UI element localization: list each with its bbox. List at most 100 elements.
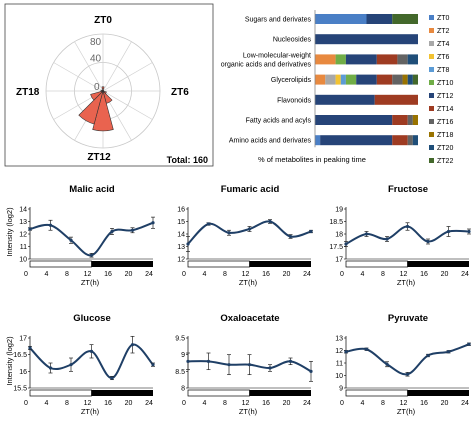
legend-entry: ZT18	[437, 132, 453, 139]
x-tick-label: 4	[203, 400, 207, 407]
data-point	[110, 376, 113, 379]
polar-spoke	[103, 91, 152, 120]
stacked-segment	[375, 95, 418, 105]
y-tick-label: 11	[336, 361, 343, 368]
stacked-segment	[356, 75, 377, 85]
legend-swatch	[429, 132, 434, 137]
x-tick-label: 24	[461, 271, 469, 278]
dark-phase-bar	[92, 390, 154, 396]
legend-swatch	[429, 158, 434, 163]
stacked-segment	[392, 14, 418, 24]
y-tick-label: 16	[177, 207, 185, 214]
data-point	[227, 231, 230, 234]
legend-entry: ZT2	[437, 28, 450, 35]
legend-entry: ZT16	[437, 119, 453, 126]
y-tick-label: 8	[181, 386, 185, 393]
stacked-segment	[392, 115, 407, 125]
legend-entry: ZT10	[437, 80, 453, 87]
x-tick-label: 16	[262, 400, 270, 407]
data-point	[268, 366, 271, 369]
chart-title: Malic acid	[69, 184, 115, 195]
x-tick-label: 12	[400, 271, 408, 278]
stacked-segment	[397, 54, 407, 64]
legend-swatch	[429, 41, 434, 46]
chart-title: Fructose	[388, 184, 428, 195]
category-label: Sugars and derivates	[245, 17, 312, 24]
category-label: Fatty acids and acyls	[246, 118, 312, 125]
y-axis-label: Intensity (log2)	[5, 207, 14, 257]
legend-swatch	[429, 15, 434, 20]
series-line	[30, 223, 153, 256]
stacked-segment	[315, 115, 392, 125]
y-axis-label: Intensity (log2)	[5, 336, 14, 386]
y-tick-label: 19	[335, 207, 343, 214]
dark-phase-bar	[92, 261, 154, 267]
dark-phase-bar	[408, 261, 470, 267]
light-phase-bar	[30, 261, 92, 267]
legend-entry: ZT14	[437, 106, 453, 113]
data-point	[131, 343, 134, 346]
dark-phase-bar	[250, 261, 312, 267]
series-line	[346, 344, 469, 374]
data-point	[28, 346, 31, 349]
x-tick-label: 0	[182, 271, 186, 278]
y-tick-label: 13	[19, 219, 27, 226]
data-point	[207, 360, 210, 363]
x-tick-label: 16	[420, 271, 428, 278]
polar-frame	[5, 4, 213, 166]
y-tick-label: 17.5	[329, 244, 343, 251]
x-tick-label: 16	[104, 271, 112, 278]
x-tick-label: 4	[45, 400, 49, 407]
stacked-segment	[336, 54, 346, 64]
data-point	[309, 230, 312, 233]
data-point	[151, 221, 154, 224]
legend-entry: ZT22	[437, 158, 453, 165]
x-tick-label: 24	[145, 271, 153, 278]
stacked-segment	[346, 54, 377, 64]
light-phase-bar	[346, 390, 408, 396]
ring-tick-label: 0	[94, 82, 100, 93]
data-point	[426, 354, 429, 357]
data-point	[110, 230, 113, 233]
data-point	[365, 348, 368, 351]
stacked-segment	[315, 34, 418, 44]
x-tick-label: 24	[461, 400, 469, 407]
y-tick-label: 18.5	[329, 219, 343, 226]
x-tick-label: 4	[203, 271, 207, 278]
data-point	[49, 224, 52, 227]
x-tick-label: 20	[125, 271, 133, 278]
y-tick-label: 16	[19, 369, 27, 376]
x-tick-label: 4	[361, 271, 365, 278]
legend-entry: ZT8	[437, 67, 450, 74]
data-point	[309, 370, 312, 373]
data-point	[186, 360, 189, 363]
data-point	[344, 242, 347, 245]
y-tick-label: 17	[19, 336, 27, 343]
chart-title: Oxaloacetate	[220, 313, 279, 324]
legend-swatch	[429, 80, 434, 85]
category-label: Low-molecular-weight	[243, 52, 311, 59]
data-point	[344, 350, 347, 353]
x-tick-label: 12	[400, 400, 408, 407]
x-tick-label: 8	[223, 271, 227, 278]
stacked-segment	[413, 75, 418, 85]
category-label: Amino acids and derivates	[229, 138, 312, 145]
y-tick-label: 15.5	[13, 386, 27, 393]
stacked-segment	[315, 135, 320, 145]
data-point	[248, 227, 251, 230]
stacked-segment	[408, 54, 418, 64]
legend-swatch	[429, 119, 434, 124]
stacked-segment	[315, 95, 375, 105]
x-tick-label: 12	[84, 271, 92, 278]
light-phase-bar	[188, 261, 250, 267]
data-point	[467, 343, 470, 346]
data-point	[385, 237, 388, 240]
y-tick-label: 12	[19, 232, 27, 239]
y-tick-label: 9	[181, 352, 185, 359]
x-tick-label: 24	[303, 271, 311, 278]
